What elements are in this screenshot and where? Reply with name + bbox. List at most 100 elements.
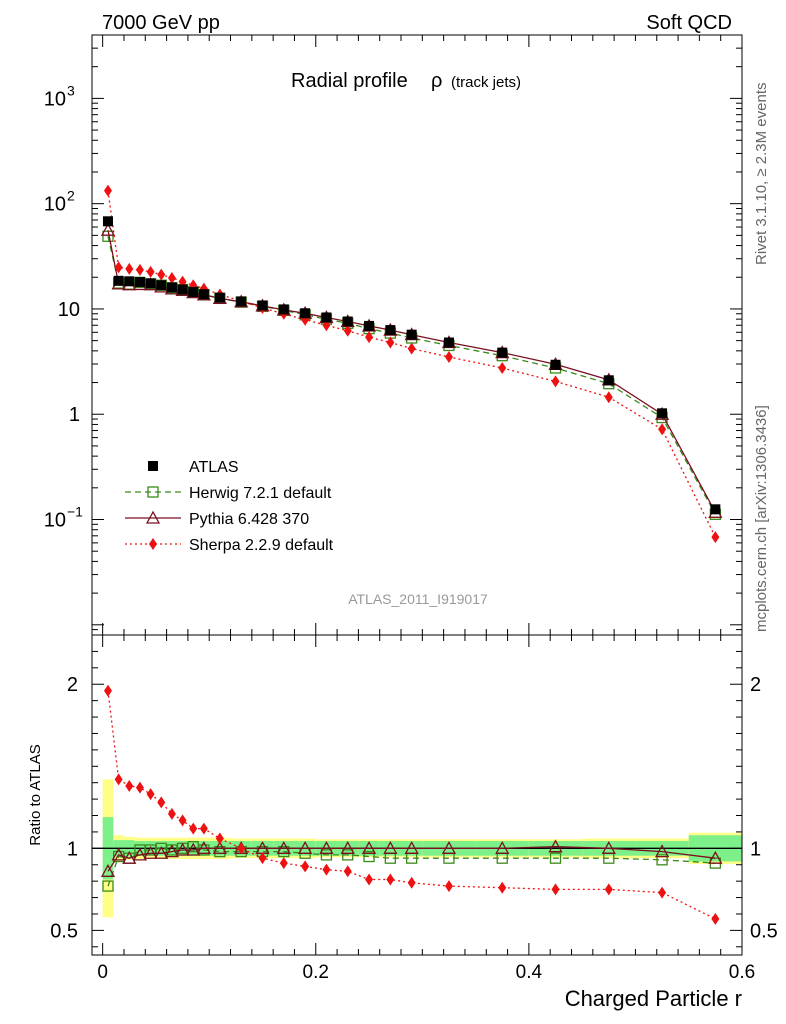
- ratio-point-pythia: [383, 840, 398, 854]
- ratio-point-sherpa: [178, 814, 187, 827]
- main-point-atlas: [406, 329, 417, 340]
- ratio-point-sherpa: [167, 807, 176, 820]
- main-point-atlas: [603, 375, 614, 386]
- main-point-sherpa: [711, 531, 720, 544]
- main-ytick-label-base: 10: [44, 510, 66, 532]
- side-rivet-label: Rivet 3.1.10, ≥ 2.3M events: [753, 83, 770, 266]
- main-point-sherpa: [604, 391, 613, 404]
- ratio-point-sherpa: [114, 773, 123, 786]
- ratio-point-sherpa: [343, 865, 352, 878]
- main-point-sherpa: [386, 336, 395, 349]
- main-point-atlas: [550, 359, 561, 370]
- ratio-point-sherpa: [103, 684, 112, 697]
- ratio-point-pythia: [495, 840, 510, 854]
- main-point-sherpa: [157, 268, 166, 281]
- ratio-point-pythia: [601, 840, 616, 854]
- legend-label-sherpa: Sherpa 2.2.9 default: [189, 537, 334, 554]
- main-point-atlas: [497, 347, 508, 358]
- main-point-atlas: [198, 289, 209, 300]
- ratio-point-sherpa: [279, 857, 288, 870]
- main-point-sherpa: [658, 423, 667, 436]
- main-point-atlas: [166, 282, 177, 293]
- ratio-point-sherpa: [135, 781, 144, 794]
- ratio-point-herwig: [198, 844, 210, 856]
- ratio-point-herwig: [549, 852, 562, 864]
- ratio-point-pythia: [164, 844, 180, 858]
- ratio-axes-layer: 0 0.2 0.4 0.6 0.5 0.5 1 1 2 2: [50, 635, 778, 983]
- ratio-point-pythia: [111, 847, 126, 861]
- chart-title-symbol: ρ: [431, 70, 442, 92]
- ratio-point-pythia: [340, 840, 355, 854]
- ratio-point-pythia: [319, 840, 334, 854]
- main-point-atlas: [257, 300, 268, 311]
- header-right: Soft QCD: [646, 12, 732, 34]
- ratio-point-pythia: [212, 840, 227, 854]
- ratio-point-sherpa: [711, 912, 720, 925]
- ratio-point-sherpa: [258, 852, 267, 865]
- main-point-atlas: [113, 275, 124, 286]
- main-point-atlas: [385, 325, 396, 336]
- ratio-point-sherpa: [322, 863, 331, 876]
- main-point-atlas: [214, 292, 225, 303]
- main-point-atlas: [321, 312, 332, 323]
- main-ytick-label: 1: [69, 404, 80, 426]
- ratio-point-herwig: [342, 849, 354, 861]
- ratio-series-sherpa: [103, 684, 720, 925]
- x-axis-label: Charged Particle r: [565, 986, 742, 1011]
- main-point-atlas: [177, 284, 188, 295]
- main-point-atlas: [710, 504, 721, 515]
- main-point-atlas: [102, 216, 113, 227]
- main-point-sherpa: [498, 361, 507, 374]
- main-point-sherpa: [343, 324, 352, 337]
- legend-marker-pythia: [145, 510, 161, 524]
- watermark: ATLAS_2011_I919017: [348, 591, 488, 607]
- main-point-sherpa: [407, 342, 416, 355]
- ratio-point-sherpa: [658, 886, 667, 899]
- ratio-point-sherpa: [125, 779, 134, 792]
- main-point-sherpa: [167, 271, 176, 284]
- header-left: 7000 GeV pp: [102, 12, 220, 34]
- main-ytick-label-base: 10: [44, 194, 66, 216]
- main-ytick-label-exp: 3: [67, 82, 75, 98]
- main-point-sherpa: [135, 263, 144, 276]
- ratio-point-sherpa: [189, 822, 198, 835]
- main-point-atlas: [156, 280, 167, 291]
- ratio-point-pythia: [361, 840, 377, 854]
- main-ytick-label-exp: −1: [67, 504, 83, 520]
- main-series-layer: [100, 184, 723, 544]
- ratio-point-sherpa: [407, 876, 416, 889]
- chart-title-sub: (track jets): [451, 74, 521, 91]
- chart-title: Radial profile: [291, 70, 408, 92]
- ratio-line-herwig: [107, 846, 716, 887]
- ratio-point-sherpa: [365, 873, 374, 886]
- ratio-point-pythia: [186, 842, 201, 856]
- ratio-frame: [91, 634, 743, 956]
- ratio-point-herwig: [656, 854, 668, 866]
- legend: ATLAS Herwig 7.2.1 default Pythia 6.428 37…: [125, 459, 334, 554]
- ratio-point-sherpa: [386, 873, 395, 886]
- ratio-ytick-label: 2: [67, 674, 78, 696]
- ratio-point-pythia: [404, 840, 419, 854]
- main-series-atlas: [102, 216, 721, 515]
- ratio-ylabel: Ratio to ATLAS: [27, 744, 44, 845]
- ratio-ytick-label-right: 1: [750, 838, 761, 860]
- ratio-point-pythia: [154, 845, 169, 859]
- main-point-pythia: [100, 222, 116, 236]
- main-ytick-label-exp: 2: [67, 188, 75, 204]
- main-point-sherpa: [365, 331, 374, 344]
- ratio-point-sherpa: [444, 880, 453, 893]
- main-point-atlas: [236, 296, 247, 307]
- ratio-xtick-label: 0.4: [516, 962, 543, 983]
- ratio-panel: 0 0.2 0.4 0.6 0.5 0.5 1 1 2 2 Ratio to ATLAS Char…: [27, 634, 778, 1011]
- main-point-sherpa: [146, 265, 155, 278]
- legend-marker-sherpa: [149, 538, 157, 550]
- ratio-point-herwig: [363, 850, 375, 863]
- ratio-point-sherpa: [498, 881, 507, 894]
- ratio-point-pythia: [175, 842, 190, 856]
- ratio-point-herwig: [320, 849, 333, 861]
- main-point-atlas: [188, 286, 199, 297]
- ratio-point-pythia: [441, 840, 457, 854]
- ratio-point-pythia: [100, 863, 116, 877]
- main-point-sherpa: [103, 184, 112, 197]
